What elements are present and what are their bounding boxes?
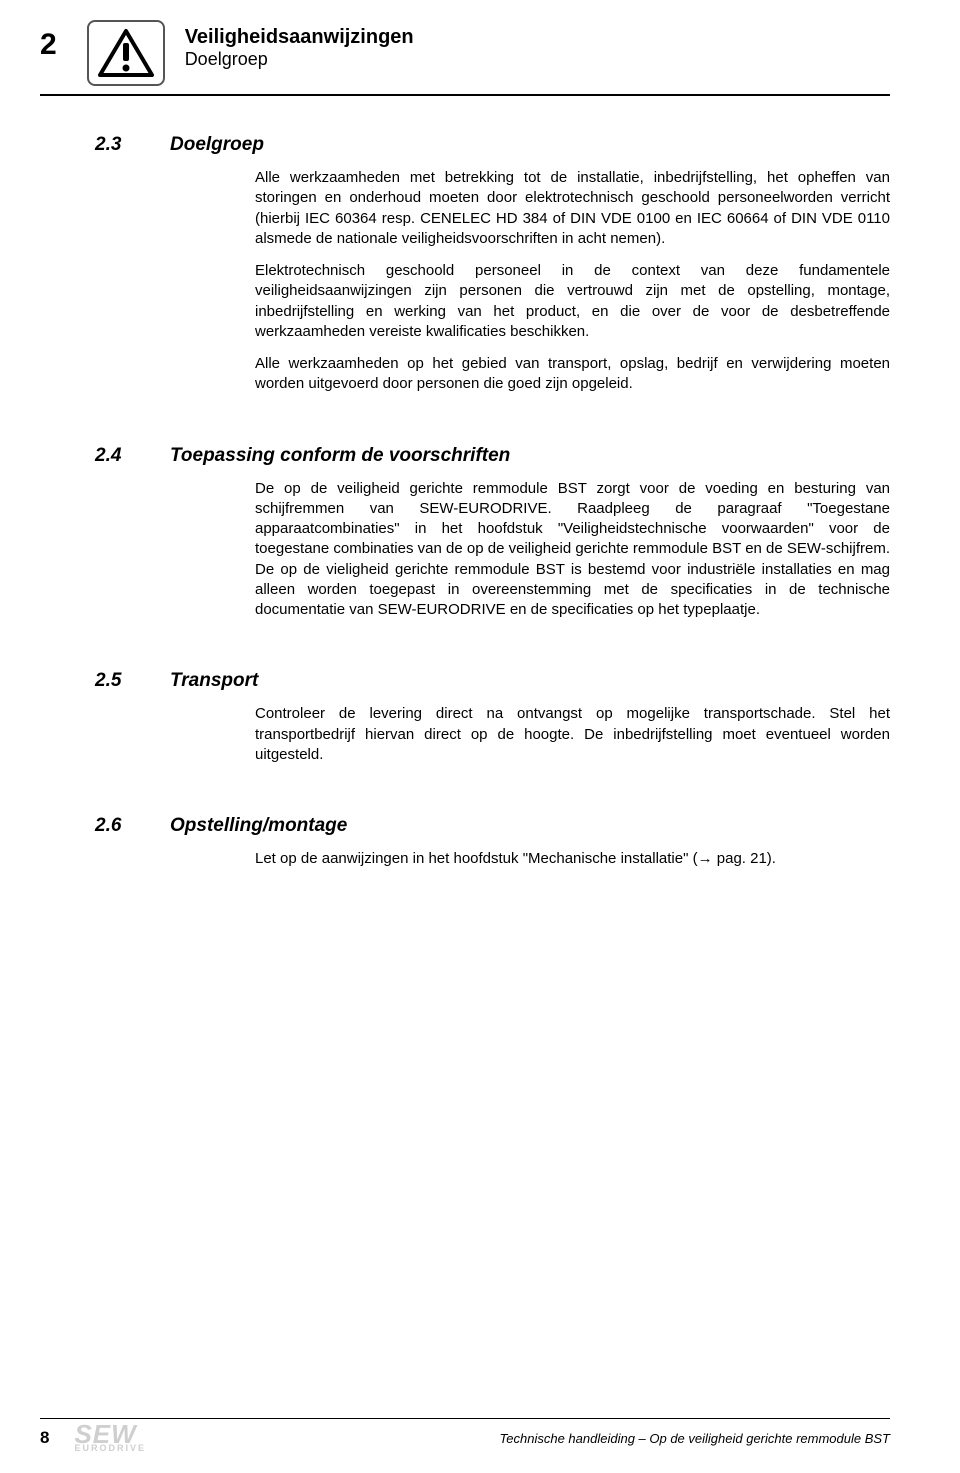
section-number: 2.4 [95,445,170,467]
section-number: 2.6 [95,815,170,837]
footer-doc-title: Technische handleiding – Op de veilighei… [500,1431,890,1446]
section-title: Doelgroep [170,134,264,156]
section-2-3: 2.3 Doelgroep Alle werkzaamheden met bet… [40,134,890,395]
section-title: Opstelling/montage [170,815,347,837]
page-number: 8 [40,1428,49,1448]
warning-icon [87,20,165,86]
paragraph: Let op de aanwijzingen in het hoofdstuk … [255,849,890,869]
section-number: 2.3 [95,134,170,156]
section-title: Toepassing conform de voorschriften [170,445,510,467]
header-titles: Veiligheidsaanwijzingen Doelgroep [185,20,414,70]
section-2-6: 2.6 Opstelling/montage Let op de aanwijz… [40,815,890,869]
chapter-number: 2 [40,20,57,60]
paragraph: Alle werkzaamheden op het gebied van tra… [255,354,890,395]
logo-sub-text: EURODRIVE [74,1445,146,1453]
page-header: 2 Veiligheidsaanwijzingen Doelgroep [40,20,890,96]
footer-logo: SEW EURODRIVE [74,1423,146,1453]
section-2-5: 2.5 Transport Controleer de levering dir… [40,670,890,765]
paragraph: Alle werkzaamheden met betrekking tot de… [255,168,890,249]
section-heading: 2.4 Toepassing conform de voorschriften [95,445,890,467]
section-body: De op de veiligheid gerichte remmodule B… [255,479,890,621]
section-body: Alle werkzaamheden met betrekking tot de… [255,168,890,395]
paragraph: De op de veiligheid gerichte remmodule B… [255,479,890,621]
paragraph: Elektrotechnisch geschoold personeel in … [255,261,890,342]
paragraph: Controleer de levering direct na ontvang… [255,704,890,765]
logo-main-text: SEW [74,1423,146,1445]
section-heading: 2.5 Transport [95,670,890,692]
section-number: 2.5 [95,670,170,692]
section-body: Let op de aanwijzingen in het hoofdstuk … [255,849,890,869]
page-footer: 8 SEW EURODRIVE Technische handleiding –… [40,1418,890,1453]
section-heading: 2.3 Doelgroep [95,134,890,156]
header-subtitle: Doelgroep [185,49,414,70]
section-2-4: 2.4 Toepassing conform de voorschriften … [40,445,890,621]
section-heading: 2.6 Opstelling/montage [95,815,890,837]
section-title: Transport [170,670,258,692]
section-body: Controleer de levering direct na ontvang… [255,704,890,765]
header-title: Veiligheidsaanwijzingen [185,26,414,49]
